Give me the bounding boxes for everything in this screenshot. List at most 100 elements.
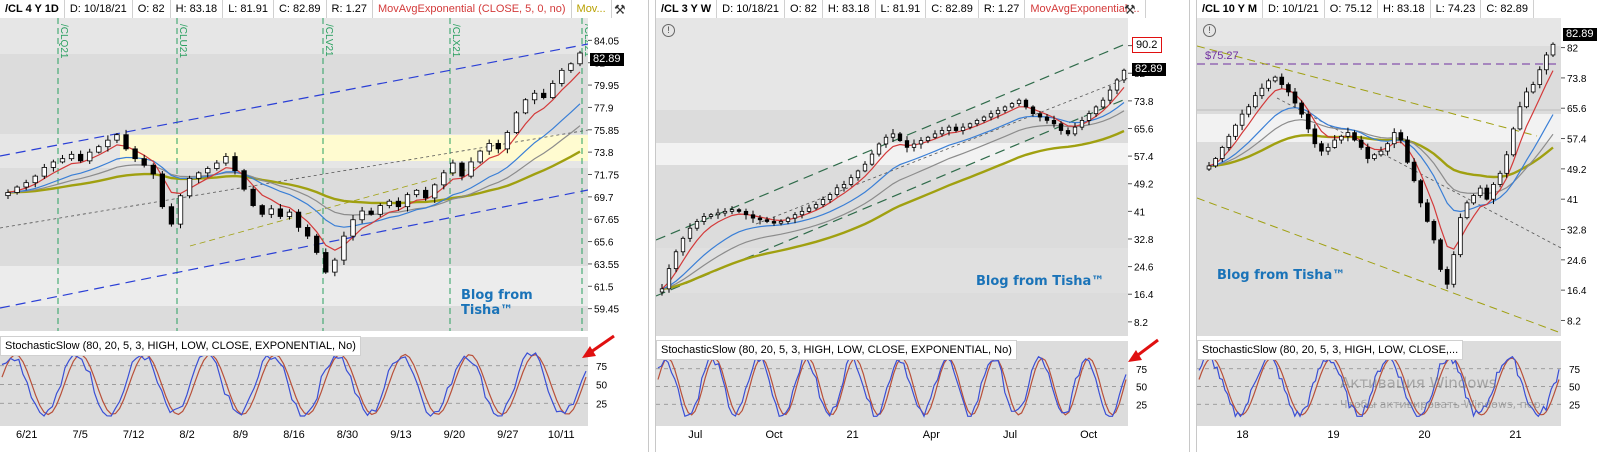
candle-body — [1398, 132, 1404, 141]
candle-body — [1219, 147, 1225, 159]
candle-body — [314, 235, 320, 253]
candle-body — [729, 209, 735, 212]
candle-body — [1279, 76, 1285, 85]
candle-body — [468, 161, 474, 177]
axis-tick-label: 71.75 — [594, 171, 619, 182]
price-plot[interactable]: /CLQ21/CLU21/CLV21/CLX21/CLZ21 Blog from… — [0, 18, 588, 331]
candle-body — [1065, 130, 1071, 135]
candle-body — [295, 211, 302, 228]
candle-body — [1444, 269, 1450, 285]
open-readout: O: 82 — [133, 0, 171, 18]
panel-divider[interactable] — [648, 0, 656, 452]
rollover-label: /CLX21 — [450, 24, 461, 58]
candle-body — [286, 211, 293, 217]
axis-tick-label: 79.95 — [594, 81, 619, 92]
range-readout: R: 1.27 — [979, 0, 1026, 18]
candle-body — [841, 184, 847, 189]
candle-body — [876, 143, 882, 155]
candle-body — [862, 163, 868, 172]
price-chart-svg — [656, 18, 1128, 297]
candle-body — [250, 188, 256, 206]
axis-tick-label: 8.2 — [1567, 316, 1581, 327]
channel-lower-line — [0, 189, 588, 309]
candle-body — [1121, 69, 1127, 81]
candle-body — [495, 143, 501, 150]
low-readout: L: 74.23 — [1431, 0, 1482, 18]
ma2-study-label[interactable]: Mov... — [572, 0, 612, 18]
study-label[interactable]: StochasticSlow (80, 20, 5, 3, HIGH, LOW,… — [656, 340, 1017, 360]
candle-body — [1305, 113, 1311, 130]
stochastic-chart-svg — [656, 355, 1128, 418]
candle-body — [883, 136, 889, 145]
candle-body — [150, 164, 156, 175]
time-tick-label: 19 — [1327, 429, 1340, 441]
candle-body — [1550, 43, 1556, 56]
candle-body — [1016, 99, 1022, 104]
symbol-label[interactable]: /CL 4 Y 1D — [0, 0, 65, 18]
candle-body — [1517, 106, 1523, 130]
candle-body — [736, 209, 742, 212]
ema-study-label[interactable]: MovAvgExponential ... — [1025, 0, 1146, 18]
candle-body — [1030, 106, 1036, 115]
panel-divider[interactable] — [1189, 0, 1197, 452]
ma-gray-line — [661, 110, 1125, 290]
candle-body — [1246, 106, 1251, 115]
candle-body — [377, 205, 383, 215]
stoch-axis-label: 25 — [596, 399, 608, 410]
candle-body — [50, 161, 57, 168]
candle-body — [1009, 103, 1015, 108]
symbol-label[interactable]: /CL 10 Y M — [1197, 0, 1264, 18]
time-tick-label: Jul — [1002, 429, 1018, 441]
windows-activation-title: Активация Windows — [1340, 374, 1497, 392]
stoch-axis-label: 50 — [1569, 383, 1581, 394]
candle-body — [1411, 161, 1417, 182]
ema-blue-line — [7, 103, 581, 228]
candle-body — [522, 99, 529, 114]
settings-icon[interactable]: ⚒ — [614, 2, 626, 17]
settings-icon[interactable]: ⚒ — [1124, 2, 1136, 17]
channel-upper-line — [656, 42, 1128, 241]
candle-body — [1253, 95, 1258, 108]
open-readout: O: 75.12 — [1325, 0, 1378, 18]
time-tick-label: 20 — [1418, 429, 1431, 441]
candle-body — [132, 148, 138, 160]
info-icon[interactable]: ! — [662, 24, 675, 37]
candle-body — [722, 210, 728, 214]
candle-body — [1259, 87, 1265, 97]
candle-body — [432, 184, 438, 199]
candle-body — [848, 177, 854, 185]
candle-body — [531, 92, 538, 101]
study-label[interactable]: StochasticSlow (80, 20, 5, 3, HIGH, LOW,… — [0, 336, 361, 356]
symbol-label[interactable]: /CL 3 Y W — [656, 0, 718, 18]
candle-body — [386, 200, 392, 206]
chart-panel-weekly: /CL 3 Y W D: 10/18/21 O: 82 H: 83.18 L: 81.9… — [656, 0, 1189, 452]
candle-body — [1464, 202, 1470, 219]
ema-study-label[interactable]: MovAvgExponential (CLOSE, 5, 0, no) — [373, 0, 572, 18]
candle-body — [855, 170, 861, 179]
candle-body — [59, 158, 66, 163]
candle-body — [967, 123, 973, 128]
time-tick-label: 9/27 — [497, 429, 519, 441]
ma-gray-line — [7, 125, 581, 216]
candle-body — [1372, 154, 1377, 159]
price-plot[interactable]: ! $75.27 Blog from Tisha™ — [1197, 18, 1561, 336]
candle-body — [559, 69, 565, 84]
time-tick-label: 6/21 — [16, 429, 38, 441]
candle-body — [1544, 54, 1549, 71]
time-tick-label: Jul — [688, 429, 703, 441]
candle-body — [105, 139, 111, 148]
study-label[interactable]: StochasticSlow (80, 20, 5, 3, HIGH, LOW,… — [1197, 340, 1464, 360]
candle-body — [981, 116, 987, 121]
candle-body — [988, 113, 994, 118]
candle-body — [1266, 80, 1271, 89]
candle-body — [568, 63, 574, 71]
candle-body — [1319, 143, 1324, 152]
candle-body — [1325, 147, 1331, 152]
price-plot[interactable]: ! Blog from Tisha™ — [656, 18, 1128, 336]
info-icon[interactable]: ! — [1203, 24, 1216, 37]
channel-mid-line — [755, 77, 1128, 225]
candle-body — [897, 133, 903, 142]
candle-body — [350, 219, 356, 237]
candle-body — [277, 208, 284, 217]
candle-body — [827, 194, 833, 200]
